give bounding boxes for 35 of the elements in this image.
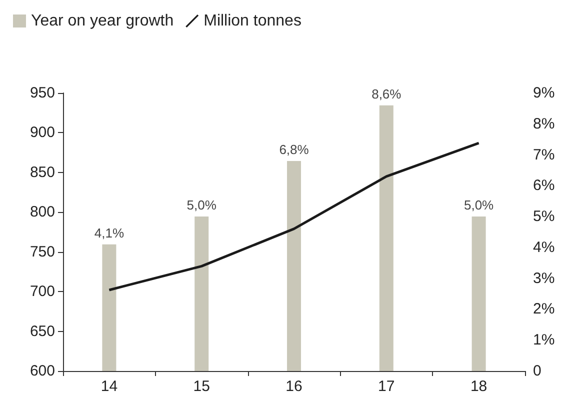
y2-tick-label: 0 bbox=[533, 362, 542, 380]
x-tick-label: 18 bbox=[470, 378, 488, 395]
y2-tick-label: 6% bbox=[533, 177, 555, 194]
y2-tick-label: 4% bbox=[533, 238, 555, 256]
x-tick-label: 16 bbox=[286, 378, 302, 395]
data-label: 5,0% bbox=[464, 198, 494, 213]
bar bbox=[287, 160, 301, 371]
y-tick-label: 850 bbox=[30, 164, 55, 181]
y2-tick-label: 7% bbox=[533, 146, 555, 164]
y2-tick-label: 9% bbox=[533, 84, 555, 102]
data-label: 8,6% bbox=[372, 86, 402, 102]
y2-tick-label: 1% bbox=[533, 332, 555, 349]
y2-tick-label: 5% bbox=[533, 208, 555, 226]
data-label: 6,8% bbox=[279, 142, 310, 157]
x-tick-label: 17 bbox=[378, 378, 395, 395]
legend-label: Million tonnes bbox=[204, 12, 302, 30]
y2-tick-label: 3% bbox=[533, 270, 555, 287]
y-tick-label: 950 bbox=[30, 84, 55, 102]
y-tick-label: 700 bbox=[30, 283, 55, 300]
legend-label: Year on year growth bbox=[31, 12, 174, 30]
bar bbox=[379, 105, 394, 371]
y-tick-label: 600 bbox=[30, 362, 55, 380]
bar bbox=[472, 216, 486, 371]
y2-tick-label: 8% bbox=[533, 115, 555, 132]
y-tick-label: 800 bbox=[30, 204, 55, 221]
y-tick-label: 750 bbox=[30, 243, 55, 260]
data-label: 4,1% bbox=[94, 225, 124, 240]
y-tick-label: 650 bbox=[30, 322, 55, 340]
bar bbox=[194, 216, 209, 371]
bar bbox=[102, 244, 116, 371]
x-tick-label: 15 bbox=[193, 378, 210, 395]
x-tick-label: 14 bbox=[100, 378, 118, 395]
data-label: 5,0% bbox=[186, 198, 217, 213]
y2-tick-label: 2% bbox=[533, 300, 555, 318]
y-tick-label: 900 bbox=[30, 124, 55, 142]
